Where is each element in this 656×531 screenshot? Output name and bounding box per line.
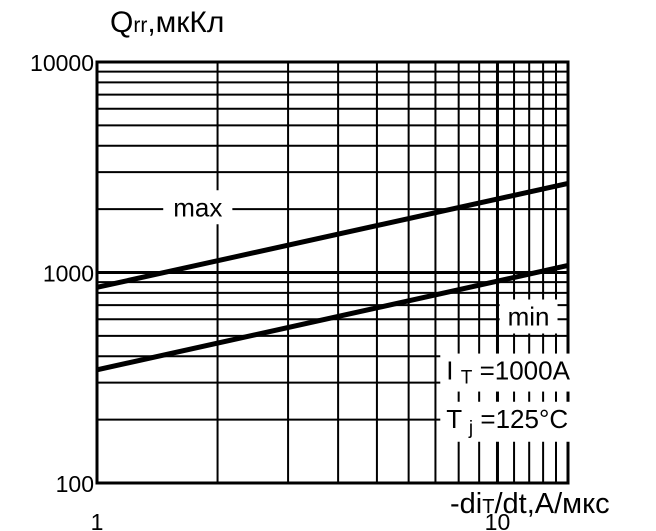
label-background — [440, 353, 577, 392]
x-tick-label: 10 — [485, 509, 511, 531]
annotation-current-rest: =1000A — [480, 356, 571, 386]
label-background — [163, 190, 233, 225]
x-axis-title: -diT/dt,A/мкс — [450, 488, 610, 521]
annotation-current-sub: T — [461, 368, 473, 389]
annotation-temperature-rest: =125°C — [480, 404, 568, 434]
plot-frame — [95, 60, 570, 485]
annotation-temperature-sub: j — [468, 418, 473, 439]
x-axis-title-sub: T — [482, 496, 495, 518]
y-axis-title-sub: rr — [133, 14, 148, 37]
annotation-temperature: T j =125°C — [446, 404, 568, 440]
x-axis-title-main: -di — [450, 488, 483, 520]
y-tick-label: 10000 — [30, 50, 94, 76]
y-axis-title-main: Q — [110, 6, 134, 39]
label-background — [440, 401, 575, 442]
annotation-temperature-main: T — [446, 404, 462, 434]
y-tick-label: 1000 — [43, 261, 94, 287]
y-axis-title-rest: ,мкКл — [147, 6, 225, 39]
series-lines — [96, 180, 569, 373]
y-tick-label: 100 — [56, 471, 94, 497]
series-label-min: min — [508, 302, 550, 332]
annotation-current: I T =1000A — [446, 356, 570, 390]
series-line-max — [96, 180, 569, 290]
annotation-current-main: I — [446, 356, 453, 386]
series-label-max: max — [173, 192, 222, 222]
y-axis-title: Qrr,мкКл — [110, 6, 224, 40]
x-tick-label: 1 — [91, 509, 104, 531]
x-axis-title-rest: /dt,A/мкс — [494, 488, 610, 520]
chart-annotations: max min I T =1000A T j =125°C — [163, 190, 577, 442]
tick-labels: 100 1000 10000 1 10 — [30, 50, 510, 531]
label-background — [499, 299, 558, 334]
series-line-min — [96, 263, 569, 373]
